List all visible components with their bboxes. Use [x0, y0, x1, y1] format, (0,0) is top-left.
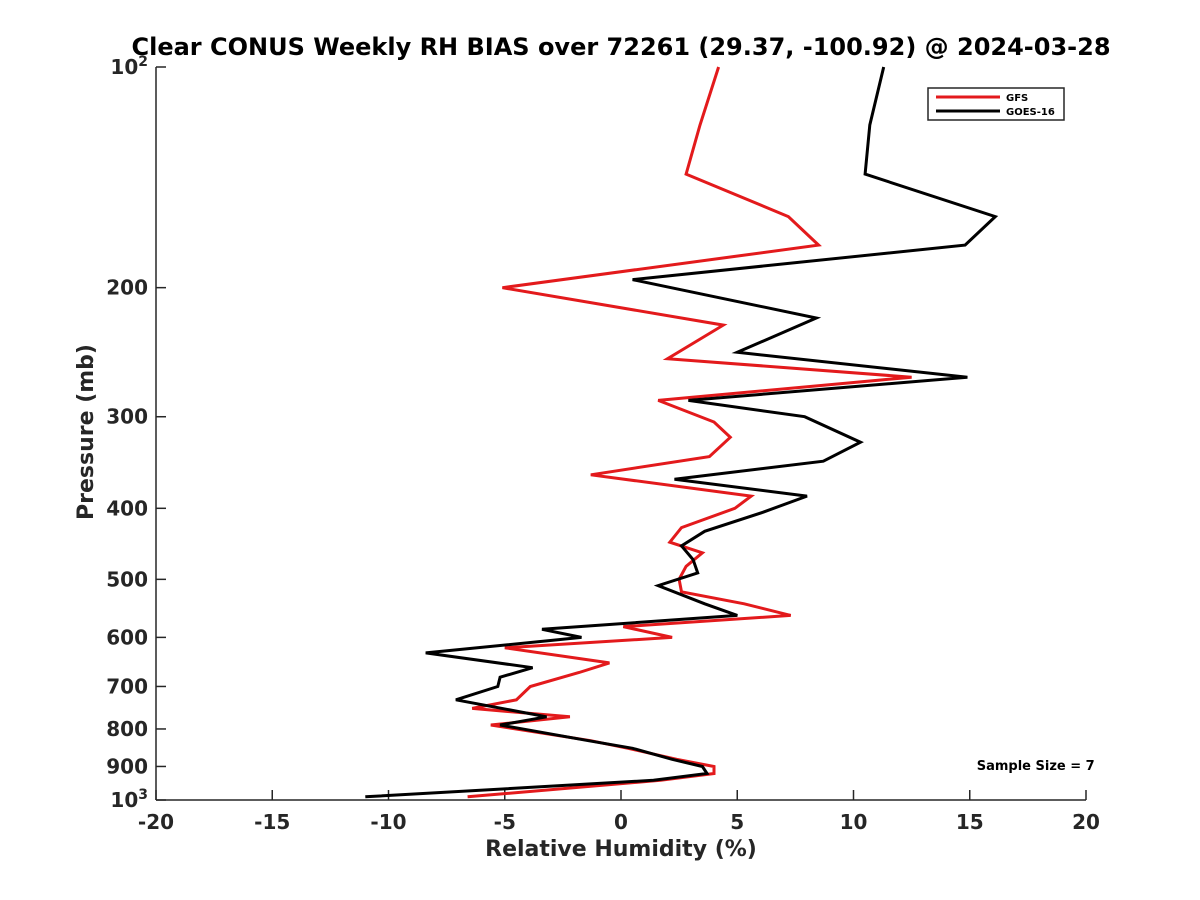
y-tick-label: 900 [106, 754, 148, 778]
axes: -20 -15 -10 -5 0 5 10 15 20 102 200 300 400 500 600 700… [106, 54, 1100, 834]
y-tick-label: 700 [106, 674, 148, 698]
series-layer [365, 66, 999, 799]
y-tick-label: 200 [106, 276, 148, 300]
x-tick-label: -10 [370, 810, 406, 834]
y-tick-label: 400 [106, 496, 148, 520]
annotation-layer: Sample Size = 7 [977, 759, 1095, 774]
x-tick-label: 10 [840, 810, 868, 834]
legend-label: GOES-16 [1006, 107, 1055, 118]
x-tick-label: 15 [956, 810, 984, 834]
x-tick-label: 0 [614, 810, 628, 834]
sample-size-annotation: Sample Size = 7 [977, 759, 1095, 774]
y-tick-label: 600 [106, 625, 148, 649]
series-line-gfs [467, 66, 912, 799]
x-tick-label: -5 [494, 810, 516, 834]
x-tick-label: -20 [138, 810, 174, 834]
x-tick-label: 5 [730, 810, 744, 834]
legend-box [927, 87, 1065, 121]
legend: GFS GOES-16 [927, 87, 1065, 121]
chart-title: Clear CONUS Weekly RH BIAS over 72261 (2… [131, 33, 1110, 61]
x-tick-label: 20 [1072, 810, 1100, 834]
y-tick-label: 102 [110, 54, 148, 79]
legend-label: GFS [1006, 93, 1028, 104]
y-tick-label: 500 [106, 567, 148, 591]
y-tick-label: 300 [106, 405, 148, 429]
y-axis-title: Pressure (mb) [74, 344, 99, 520]
series-line-goes-16 [365, 66, 999, 799]
x-axis-title: Relative Humidity (%) [485, 837, 757, 862]
x-tick-label: -15 [254, 810, 290, 834]
y-tick-label: 103 [110, 787, 148, 812]
y-tick-label: 800 [106, 717, 148, 741]
